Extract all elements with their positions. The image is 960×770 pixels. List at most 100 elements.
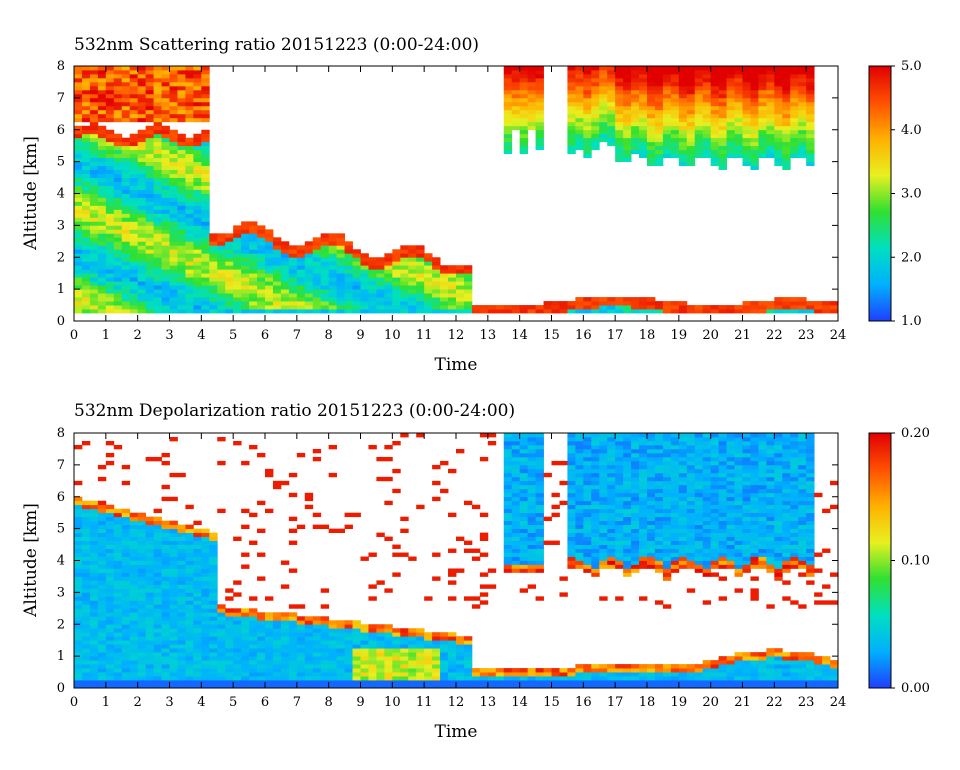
heatmap-cell <box>320 305 330 310</box>
heatmap-cell <box>105 676 115 681</box>
heatmap-cell <box>519 524 529 530</box>
heatmap-cell <box>368 269 377 274</box>
heatmap-cell <box>639 309 648 314</box>
heatmap-cell <box>81 532 91 537</box>
heatmap-cell <box>153 532 162 537</box>
heatmap-cell <box>288 648 298 653</box>
heatmap-cell <box>615 121 624 127</box>
heatmap-cell <box>161 560 170 565</box>
heatmap-cell <box>97 141 107 147</box>
heatmap-cell <box>344 293 353 298</box>
heatmap-cell <box>161 229 170 234</box>
heatmap-cell <box>670 433 680 438</box>
heatmap-cell <box>97 620 107 625</box>
heatmap-cell <box>193 636 202 641</box>
heatmap-cell <box>392 269 401 274</box>
heatmap-cell <box>599 66 608 71</box>
heatmap-cell <box>233 440 242 446</box>
heatmap-cell <box>217 684 226 689</box>
heatmap-cell <box>575 468 584 474</box>
heatmap-cell <box>169 149 178 155</box>
heatmap-cell <box>137 608 147 613</box>
heatmap-cell <box>543 680 552 685</box>
heatmap-cell <box>591 85 600 91</box>
heatmap-cell <box>201 193 210 198</box>
heatmap-cell <box>360 289 369 294</box>
heatmap-cell <box>257 528 266 534</box>
heatmap-cell <box>209 572 218 577</box>
heatmap-cell <box>288 249 298 254</box>
heatmap-cell <box>129 552 139 557</box>
heatmap-cell <box>74 73 83 79</box>
heatmap-cell <box>97 572 107 577</box>
heatmap-cell <box>527 500 536 506</box>
heatmap-cell <box>615 668 624 673</box>
heatmap-cell <box>615 113 624 119</box>
heatmap-cell <box>209 620 218 625</box>
heatmap-cell <box>392 628 401 633</box>
heatmap-cell <box>177 604 186 609</box>
heatmap-cell <box>304 664 314 669</box>
heatmap-cell <box>448 301 457 306</box>
heatmap-cell <box>376 273 385 278</box>
heatmap-cell <box>575 305 584 310</box>
heatmap-cell <box>336 293 345 298</box>
heatmap-cell <box>639 448 648 454</box>
heatmap-cell <box>806 137 815 143</box>
heatmap-cell <box>161 177 170 182</box>
heatmap-cell <box>511 496 521 502</box>
heatmap-cell <box>225 652 234 657</box>
heatmap-cell <box>137 265 147 270</box>
heatmap-cell <box>249 668 258 673</box>
heatmap-cell <box>567 97 576 103</box>
heatmap-cell <box>766 73 775 79</box>
heatmap-cell <box>344 257 353 262</box>
heatmap-cell <box>456 265 465 270</box>
heatmap-cell <box>89 213 99 218</box>
heatmap-cell <box>288 305 298 310</box>
heatmap-cell <box>471 680 481 685</box>
heatmap-cell <box>790 137 799 143</box>
heatmap-cell <box>81 89 91 95</box>
heatmap-cell <box>280 265 290 270</box>
heatmap-cell <box>185 273 194 278</box>
heatmap-cell <box>185 185 194 190</box>
heatmap-cell <box>400 632 409 637</box>
heatmap-cell <box>137 145 147 151</box>
heatmap-cell <box>519 536 529 541</box>
heatmap-cell <box>89 209 99 214</box>
heatmap-cell <box>153 81 162 87</box>
heatmap-cell <box>654 496 664 502</box>
heatmap-cell <box>662 676 672 681</box>
heatmap-cell <box>153 89 162 95</box>
heatmap-cell <box>257 265 266 270</box>
heatmap-cell <box>113 257 123 262</box>
heatmap-cell <box>591 77 600 83</box>
heatmap-cell <box>217 253 226 258</box>
heatmap-cell <box>201 109 210 115</box>
heatmap-cell <box>575 500 584 506</box>
heatmap-cell <box>81 516 91 522</box>
heatmap-cell <box>304 648 314 653</box>
heatmap-cell <box>583 444 592 450</box>
heatmap-cell <box>734 129 743 135</box>
y-tick-label: 2 <box>57 250 65 265</box>
heatmap-cell <box>790 69 799 75</box>
heatmap-cell <box>129 684 139 689</box>
heatmap-cell <box>121 628 131 633</box>
heatmap-cell <box>81 660 91 665</box>
heatmap-cell <box>647 532 656 537</box>
heatmap-cell <box>265 305 274 310</box>
heatmap-cell <box>527 536 536 541</box>
heatmap-cell <box>153 125 162 131</box>
heatmap-cell <box>81 257 91 262</box>
heatmap-cell <box>89 109 99 115</box>
heatmap-cell <box>225 285 234 290</box>
heatmap-cell <box>185 93 194 99</box>
heatmap-cell <box>105 89 115 95</box>
heatmap-cell <box>217 620 226 625</box>
heatmap-cell <box>575 564 584 569</box>
heatmap-cell <box>177 137 186 143</box>
heatmap-cell <box>169 676 178 681</box>
heatmap-cell <box>74 309 83 314</box>
